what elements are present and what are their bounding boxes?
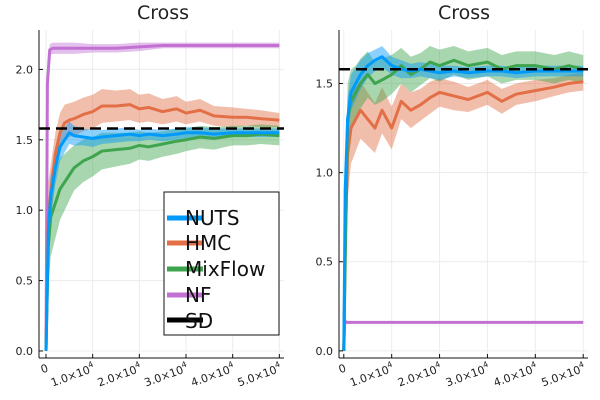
band-hmc (343, 72, 584, 351)
band-hmc (46, 89, 280, 351)
x-tick-label: 4.0×104 (189, 360, 237, 390)
y-tick-label: 1.0 (16, 204, 34, 217)
x-tick-label: 1.0×104 (49, 360, 97, 390)
y-tick-label: 1.5 (16, 134, 34, 147)
series-line-mixflow (44, 132, 280, 351)
legend-label-sd: SD (185, 309, 213, 333)
y-tick-label: 1.0 (316, 167, 334, 180)
y-tick-label: 0.0 (316, 345, 334, 358)
legend-label-nuts: NUTS (185, 206, 240, 230)
x-tick-label: 4.0×104 (491, 360, 539, 390)
left-chart-title: Cross (137, 2, 189, 24)
y-tick-label: 0.0 (16, 345, 34, 358)
y-tick-label: 2.0 (16, 63, 34, 76)
series-line-hmc (44, 103, 280, 351)
legend-label-hmc: HMC (185, 231, 231, 255)
x-tick-label: 2.0×104 (95, 360, 143, 390)
x-tick-label: 0 (337, 362, 348, 377)
series-line-mixflow (342, 58, 584, 351)
legend: NUTS HMC MixFlow NF SD (163, 191, 280, 336)
right-chart-title: Cross (438, 2, 490, 24)
x-tick-label: 0 (39, 362, 50, 377)
y-tick-label: 1.5 (316, 77, 334, 90)
legend-label-nf: NF (185, 283, 211, 307)
series-line-hmc (342, 80, 584, 351)
series-line-nf (44, 43, 280, 351)
x-tick-label: 2.0×104 (395, 360, 443, 390)
right-chart-panel: Cross 0.0 0.5 1.0 1.5 0 1.0×104 2.0×104 3.0×104… (316, 2, 588, 390)
x-tick-label: 3.0×104 (142, 360, 190, 390)
x-tick-label: 5.0×104 (235, 360, 283, 390)
plot-area-1 (339, 30, 588, 358)
y-tick-label: 0.5 (316, 256, 334, 269)
x-tick-label: 3.0×104 (443, 360, 491, 390)
x-tick-label: 5.0×104 (539, 360, 587, 390)
y-tick-label: 0.5 (16, 275, 34, 288)
legend-label-mixflow: MixFlow (185, 257, 265, 281)
series-line-nuts (44, 131, 280, 351)
x-tick-label: 1.0×104 (348, 360, 396, 390)
